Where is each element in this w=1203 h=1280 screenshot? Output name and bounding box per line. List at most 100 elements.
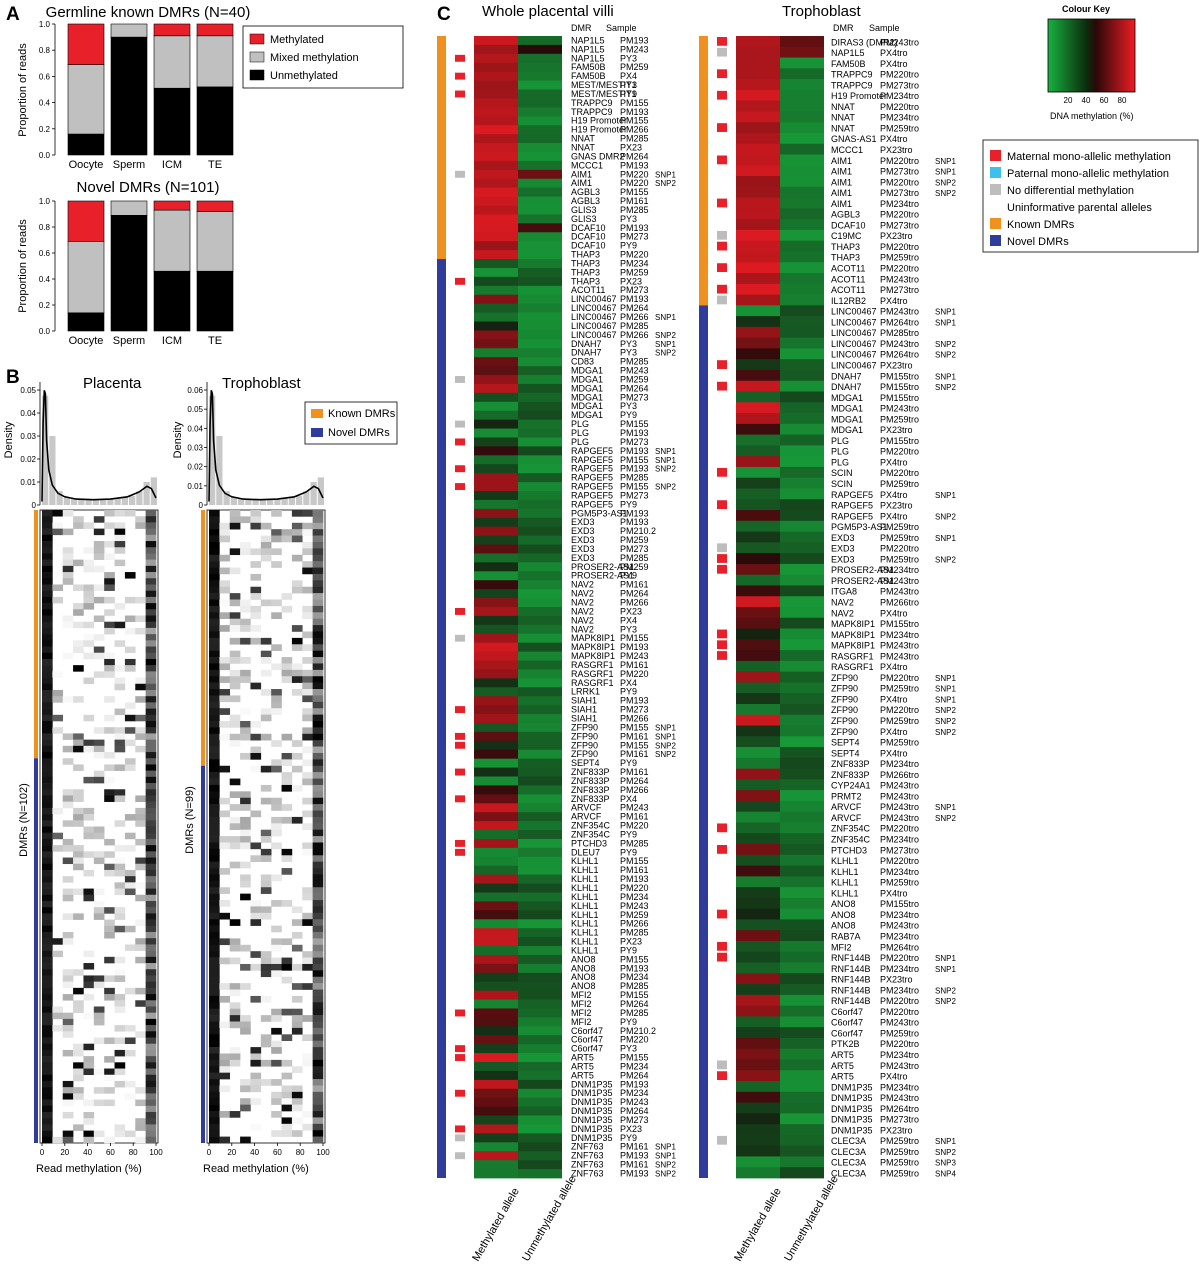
methylated-allele-cell (736, 380, 780, 392)
sample-name: PM155 (620, 98, 649, 108)
sample-name: PM234tro (880, 91, 919, 101)
methylated-allele-cell (736, 1091, 780, 1103)
heatmap-cell (42, 745, 53, 753)
heatmap-cell (229, 1047, 241, 1054)
sample-name: PM273 (620, 490, 649, 500)
unmethylated-allele-cell (780, 36, 824, 48)
heatmap-cell (312, 765, 324, 773)
allele-status-marker (717, 155, 727, 165)
heatmap-cell (281, 593, 293, 600)
heatmap-cell (42, 733, 53, 740)
heatmap-cell (240, 836, 251, 843)
unmethylated-allele-cell (518, 999, 562, 1009)
heatmap-cell (229, 957, 241, 965)
heatmap-cell (281, 1072, 293, 1080)
dmr-name: THAP3 (831, 242, 860, 252)
unmethylated-allele-cell (518, 731, 562, 742)
snp-label: SNP2 (655, 741, 676, 750)
heatmap-cell (250, 912, 262, 920)
heatmap-cell (124, 739, 136, 747)
sample-name: PX4tro (880, 748, 908, 758)
heatmap-cell (42, 919, 53, 927)
heatmap-cell (104, 1087, 115, 1094)
unmethylated-allele-cell (518, 651, 562, 661)
heatmap-cell (229, 1111, 241, 1118)
allele-status-marker (455, 839, 465, 847)
dmr-name: NAP1L5 (571, 44, 605, 54)
heatmap-cell (209, 893, 220, 901)
heatmap-cell (209, 1072, 220, 1080)
dmr-name: DNM1P35 (571, 1097, 613, 1107)
heatmap-cell (73, 609, 84, 616)
methylated-allele-cell (736, 930, 780, 942)
unmethylated-allele-cell (518, 883, 562, 893)
heatmap-cell (291, 1085, 303, 1093)
legend-swatch (990, 184, 1001, 195)
methylated-allele-cell (474, 758, 518, 768)
unmethylated-allele-cell (518, 214, 562, 224)
unmethylated-allele-cell (518, 687, 562, 697)
density-histogram-bar (71, 498, 78, 505)
unmethylated-allele-cell (518, 151, 562, 162)
sample-name: PM243tro (880, 587, 919, 597)
heatmap-cell (312, 810, 324, 818)
sample-name: PM259tro (880, 1136, 919, 1146)
unmethylated-allele-cell (780, 488, 824, 500)
heatmap-cell (73, 603, 84, 610)
methylated-allele-cell (474, 1062, 518, 1072)
dmr-name: MEST/MESTIT1 (571, 89, 637, 99)
heatmap-cell (42, 1068, 53, 1076)
dmr-name: H19 Promoter (571, 116, 627, 126)
y-tick-label: 0.0 (39, 327, 51, 336)
unmethylated-allele-cell (780, 984, 824, 996)
snp-label: SNP1 (655, 1152, 676, 1161)
y-tick-label: 1.0 (39, 197, 51, 206)
x-tick-label: 0 (207, 1148, 212, 1157)
unmethylated-allele-cell (780, 57, 824, 69)
heatmap-cell (312, 976, 324, 984)
dmr-name: DCAF10 (571, 223, 606, 233)
sample-name: PM264 (620, 1106, 649, 1116)
sample-name: PM273tro (880, 80, 919, 90)
x-tick-label: 80 (129, 1148, 138, 1157)
heatmap-cell (240, 823, 251, 830)
heatmap-cell (281, 784, 293, 792)
dmr-name: TRAPPC9 (831, 80, 873, 90)
unmethylated-allele-cell (780, 208, 824, 220)
legend-swatch (990, 150, 1001, 161)
heatmap-cell (250, 586, 262, 594)
dmr-name: DNM1P35 (831, 1115, 873, 1125)
dmr-name: RNF144B (831, 964, 871, 974)
heatmap-cell (219, 529, 231, 536)
heatmap-cell (114, 528, 126, 536)
heatmap-cell (114, 547, 126, 554)
heatmap-cell (312, 625, 324, 632)
heatmap-cell (312, 855, 324, 862)
dmr-name: IL12RB2 (831, 296, 866, 306)
heatmap-cell (52, 807, 64, 815)
trophoblast-title: Trophoblast (222, 375, 301, 392)
methylated-allele-cell (736, 994, 780, 1007)
unmethylated-allele-cell (780, 951, 824, 963)
heatmap-cell (312, 1085, 324, 1093)
sample-name: PM220tro (880, 242, 919, 252)
dmr-name: ZFP90 (831, 684, 858, 694)
density-histogram-bar (49, 436, 56, 505)
allele-status-marker (455, 1134, 465, 1142)
dmr-name: LINC00467 (831, 360, 877, 370)
heatmap-cell (42, 689, 53, 697)
x-tick-label: 40 (83, 1148, 92, 1157)
sample-name: PM259 (620, 62, 649, 72)
methylated-allele-cell (736, 790, 780, 802)
methylated-allele-cell (474, 294, 518, 305)
heatmap-cell (281, 752, 293, 760)
heatmap-cell (42, 888, 53, 896)
heatmap-cell (62, 547, 74, 554)
heatmap-cell (104, 621, 115, 629)
unmethylated-allele-cell (518, 1124, 562, 1134)
unmethylated-allele-cell (780, 1102, 824, 1114)
heatmap-cell (302, 689, 313, 696)
heatmap-cell (124, 627, 136, 635)
sample-name: PM243tro (880, 404, 919, 414)
sample-name: PM234 (620, 972, 649, 982)
